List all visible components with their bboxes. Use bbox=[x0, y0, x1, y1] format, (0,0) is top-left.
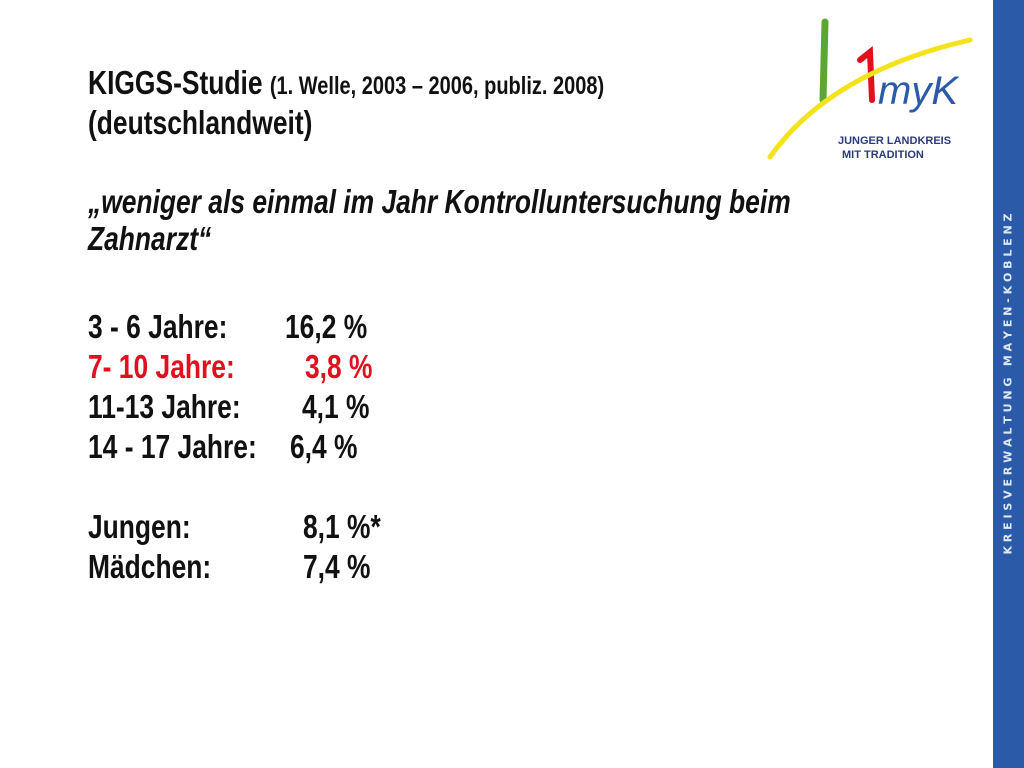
row-value: 3,8 % bbox=[305, 348, 373, 385]
row-value: 4,1 % bbox=[302, 388, 370, 425]
row-label: 11-13 Jahre: bbox=[88, 388, 241, 425]
subtitle: (1. Welle, 2003 – 2006, publiz. 2008) bbox=[269, 72, 605, 100]
row-value: 7,4 % bbox=[303, 548, 371, 585]
row-label: Mädchen: bbox=[88, 548, 212, 585]
logo-text: MIT TRADITION bbox=[842, 149, 924, 161]
sidebar bbox=[993, 0, 1024, 768]
logo-mark: myK bbox=[878, 69, 960, 113]
row-value: 6,4 % bbox=[290, 428, 358, 465]
row-label: 3 - 6 Jahre: bbox=[88, 308, 228, 345]
logo-text: JUNGER LANDKREIS bbox=[838, 135, 951, 147]
scope: (deutschlandweit) bbox=[88, 104, 313, 141]
row-value: 8,1 %* bbox=[303, 508, 381, 545]
row-label: 14 - 17 Jahre: bbox=[88, 428, 257, 465]
logo-stroke bbox=[857, 45, 875, 103]
row-label: 7- 10 Jahre: bbox=[88, 348, 235, 385]
title-text: KIGGS-Studie bbox=[88, 64, 263, 101]
logo-swoosh bbox=[767, 37, 973, 160]
row-value: 16,2 % bbox=[285, 308, 368, 345]
sidebar-text: K R E I S V E R W A L T U N G M A Y E N … bbox=[1001, 213, 1015, 555]
row-label: Jungen: bbox=[88, 508, 191, 545]
logo: myK JUNGER LANDKREIS MIT TRADITION bbox=[767, 18, 973, 161]
logo-stroke bbox=[819, 18, 829, 104]
quote-line: „weniger als einmal im Jahr Kontrollunte… bbox=[88, 183, 791, 220]
title: KIGGS-Studie (1. Welle, 2003 – 2006, pub… bbox=[88, 66, 604, 99]
quote-line: Zahnarzt“ bbox=[88, 220, 212, 257]
